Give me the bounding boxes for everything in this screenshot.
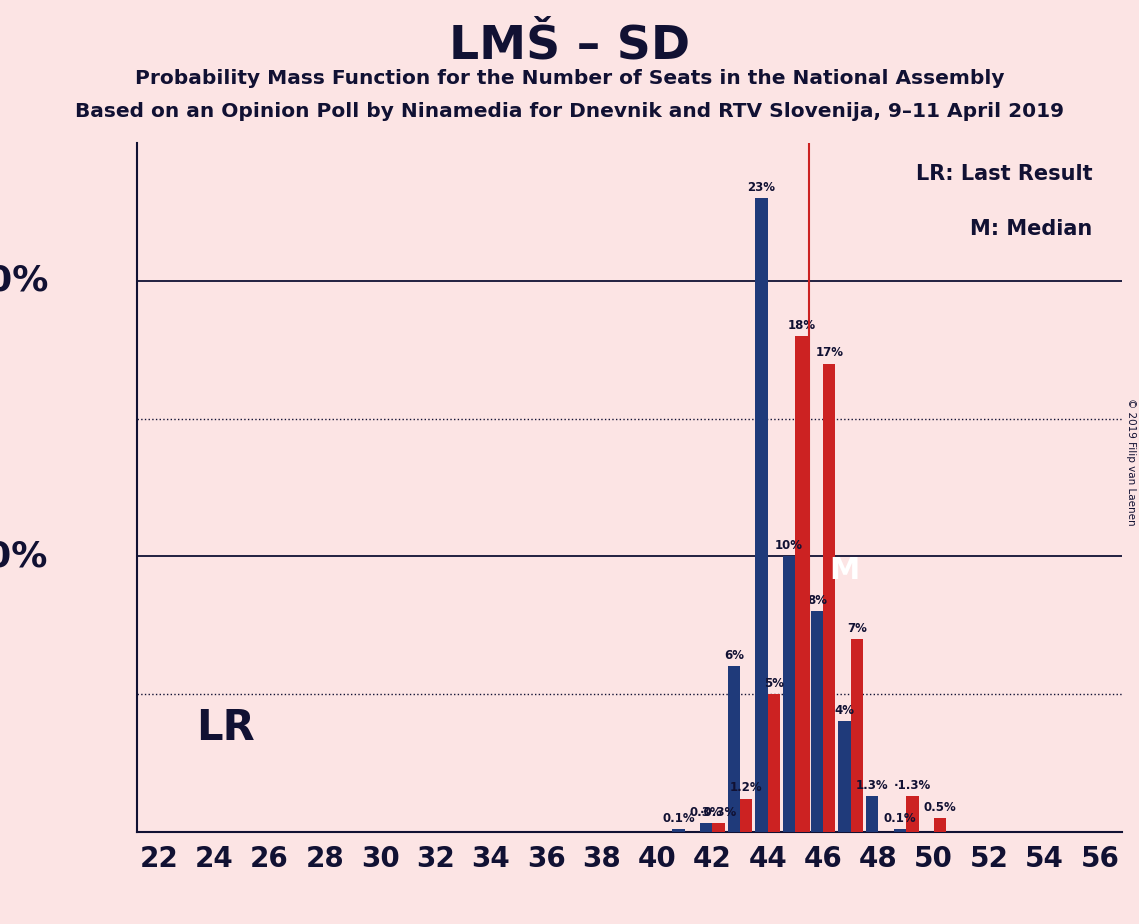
- Bar: [934, 818, 947, 832]
- Text: 7%: 7%: [847, 622, 867, 635]
- Text: 1.3%: 1.3%: [855, 779, 888, 792]
- Text: 8%: 8%: [806, 594, 827, 607]
- Bar: [795, 336, 808, 832]
- Bar: [851, 638, 863, 832]
- Text: M: Median: M: Median: [970, 219, 1092, 239]
- Text: 23%: 23%: [747, 181, 776, 194]
- Bar: [894, 829, 906, 832]
- Bar: [811, 612, 823, 832]
- Bar: [712, 823, 724, 832]
- Text: LR: Last Result: LR: Last Result: [916, 164, 1092, 184]
- Text: 18%: 18%: [787, 319, 816, 332]
- Text: LR: LR: [196, 707, 254, 749]
- Text: Probability Mass Function for the Number of Seats in the National Assembly: Probability Mass Function for the Number…: [134, 69, 1005, 89]
- Text: © 2019 Filip van Laenen: © 2019 Filip van Laenen: [1126, 398, 1136, 526]
- Text: LMŠ – SD: LMŠ – SD: [449, 23, 690, 68]
- Bar: [755, 199, 768, 832]
- Bar: [672, 829, 685, 832]
- Bar: [740, 798, 753, 832]
- Text: 0.1%: 0.1%: [662, 811, 695, 825]
- Bar: [782, 556, 795, 832]
- Bar: [838, 722, 851, 832]
- Bar: [728, 666, 740, 832]
- Text: 0.1%: 0.1%: [884, 811, 916, 825]
- Text: Based on an Opinion Poll by Ninamedia for Dnevnik and RTV Slovenija, 9–11 April : Based on an Opinion Poll by Ninamedia fo…: [75, 102, 1064, 121]
- Text: 6%: 6%: [723, 650, 744, 663]
- Text: 17%: 17%: [816, 346, 843, 359]
- Text: 0.5%: 0.5%: [924, 801, 957, 814]
- Text: 10%: 10%: [0, 540, 48, 573]
- Text: 4%: 4%: [835, 704, 854, 717]
- Text: ·1.3%: ·1.3%: [894, 779, 931, 792]
- Bar: [866, 796, 878, 832]
- Bar: [823, 363, 836, 832]
- Bar: [906, 796, 918, 832]
- Text: 10%: 10%: [776, 539, 803, 553]
- Bar: [699, 823, 712, 832]
- Text: M: M: [829, 555, 860, 585]
- Bar: [768, 694, 780, 832]
- Text: 0.3%: 0.3%: [690, 807, 722, 820]
- Text: 1.2%: 1.2%: [730, 782, 762, 795]
- Text: 20%: 20%: [0, 264, 48, 298]
- Text: ·0.3%: ·0.3%: [700, 807, 737, 820]
- Text: 5%: 5%: [764, 676, 784, 690]
